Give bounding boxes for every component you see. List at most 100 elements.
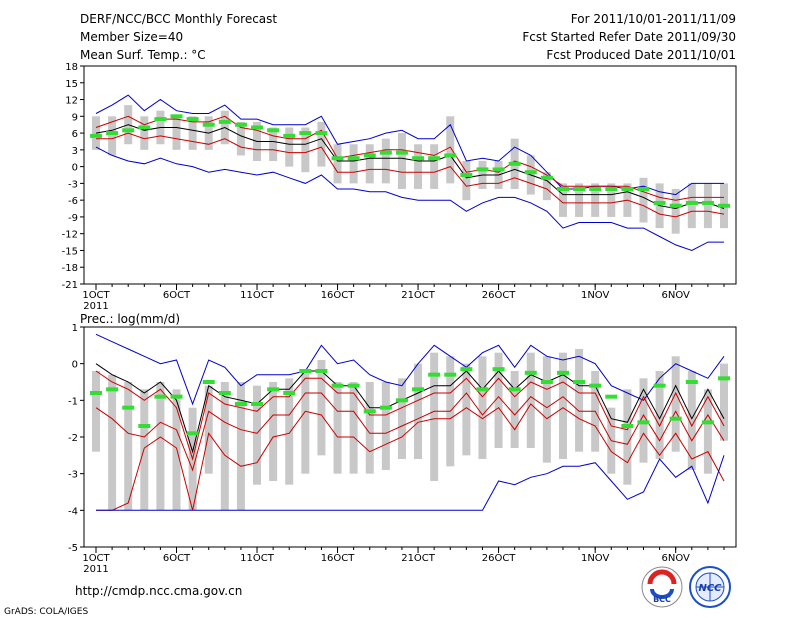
header: DERF/NCC/BCC Monthly Forecast Member Siz… [80, 12, 736, 62]
temp-member-bar [446, 116, 455, 184]
prec-member-bar [542, 356, 551, 463]
temp-member-bar [269, 127, 278, 162]
temp-member-bar [414, 144, 423, 189]
prec-member-bar [269, 382, 278, 481]
prec-member-bar [397, 378, 406, 459]
grads-credit: GrADS: COLA/IGES [4, 607, 88, 617]
temp-x-tick-label: 6OCT [163, 290, 191, 301]
url-text[interactable]: http://cmdp.ncc.cma.gov.cn [75, 584, 242, 598]
prec-line-max [95, 333, 725, 406]
temp-member-bar [687, 183, 696, 229]
prec-member-bar [703, 389, 712, 474]
temp-member-bar [285, 127, 294, 167]
bcc-logo-arc-blue [650, 588, 674, 599]
prec-member-bar [253, 385, 262, 485]
ncc-logo: NCC [689, 566, 731, 608]
prec-y-tick-label: 1 [72, 323, 78, 334]
prec-line-p10 [96, 403, 725, 511]
prec-member-bar [510, 371, 519, 448]
prec-frame [83, 326, 737, 548]
temp-x-tick-label: 21OCT [401, 290, 436, 301]
member-size-label: Member Size=40 [80, 30, 183, 44]
temp-line-lower [96, 132, 725, 218]
temp-y-tick-label: 0 [72, 163, 78, 174]
precip-variable-label: Prec.: log(mm/d) [80, 312, 180, 326]
temp-member-bar [462, 161, 471, 201]
prec-x-tick-label: 1NOV [581, 553, 610, 564]
prec-member-bar [623, 389, 632, 485]
prec-y-tick-label: 0 [72, 360, 78, 371]
temp-line-min [95, 146, 724, 252]
precipitation-chart: 1 0 -1 -2 -3 -4 -5 1OCT 6OCT 11OCT 16OCT 21OCT 26OCT… [68, 323, 737, 575]
bcc-logo: BCC [641, 566, 683, 608]
temp-line-max [95, 94, 724, 196]
temp-member-bar [381, 138, 390, 184]
prec-member-bar [575, 349, 584, 452]
prec-member-bar [301, 371, 310, 474]
prec-line-upper [95, 370, 725, 461]
prec-x-tick-label: 6OCT [163, 553, 191, 564]
temp-member-bar [639, 177, 648, 223]
prec-member-bar [478, 356, 487, 459]
temp-member-bar [172, 116, 181, 150]
temp-member-bar [575, 183, 584, 217]
temperature-chart: 18 15 12 9 6 3 0 -3 -6 -9 -12 -15 -18 -21 1OCT 6OCT 11OC… [62, 62, 737, 312]
prec-year-label: 2011 [83, 564, 108, 575]
prec-line-min [96, 455, 725, 511]
prec-member-bar [204, 385, 213, 474]
temp-year-label: 2011 [83, 301, 108, 312]
start-date: Fcst Started Refer Date 2011/09/30 [522, 30, 736, 44]
temp-y-tick-label: 15 [65, 79, 78, 90]
prec-member-bar [156, 382, 165, 511]
prec-x-tick-label: 21OCT [401, 553, 436, 564]
prec-member-bar [655, 371, 664, 459]
prec-member-bar [671, 356, 680, 452]
prec-member-bar [687, 371, 696, 470]
bcc-logo-arc-red [647, 569, 677, 585]
prec-member-bar [317, 360, 326, 456]
prec-x-tick-label: 11OCT [240, 553, 275, 564]
temp-member-bar [397, 133, 406, 189]
temp-y-tick-label: 6 [72, 129, 78, 140]
bcc-logo-text: BCC [653, 595, 671, 604]
figure-title: DERF/NCC/BCC Monthly Forecast [80, 12, 277, 26]
prec-x-tick-label: 1OCT [82, 553, 110, 564]
temp-frame [83, 65, 737, 285]
prec-member-bar [140, 389, 149, 511]
prec-member-bar [381, 382, 390, 470]
temp-member-bar [236, 121, 245, 156]
temp-y-tick-label: -9 [68, 213, 78, 224]
prec-y-tick-label: -4 [68, 506, 78, 517]
temp-y-tick-label: -3 [68, 179, 78, 190]
temp-member-bar [703, 183, 712, 229]
temp-member-bar [333, 144, 342, 184]
temperature-variable-label: Mean Surf. Temp.: °C [80, 48, 206, 62]
temp-member-bar [430, 144, 439, 189]
ncc-logo-grid [696, 573, 724, 601]
prec-member-bar [333, 382, 342, 474]
temp-member-bar [140, 116, 149, 150]
temp-x-tick-label: 26OCT [482, 290, 517, 301]
temp-x-tick-label: 11OCT [240, 290, 275, 301]
temp-x-tick-label: 16OCT [321, 290, 356, 301]
prec-y-tick-label: -3 [68, 470, 78, 481]
temp-x-tick-label: 6NOV [661, 290, 690, 301]
temp-member-bar [188, 116, 197, 150]
prec-member-bar [349, 382, 358, 474]
temp-y-tick-label: -15 [62, 246, 78, 257]
temp-member-bar [301, 127, 310, 173]
temp-line-mean [95, 124, 725, 210]
temp-member-bar [607, 183, 616, 217]
temp-y-tick-label: -21 [62, 280, 78, 291]
temp-x-tick-label: 1OCT [82, 290, 110, 301]
prec-member-bar [494, 352, 503, 448]
prec-member-bar [414, 363, 423, 459]
temp-y-tick-label: 3 [72, 146, 78, 157]
prec-line-lower [95, 392, 725, 472]
prec-member-bar [365, 382, 374, 474]
temp-member-bar [558, 183, 567, 217]
produced-date: Fcst Produced Date 2011/10/01 [546, 48, 736, 62]
prec-member-bar [558, 352, 567, 459]
temp-member-bar [317, 121, 326, 167]
